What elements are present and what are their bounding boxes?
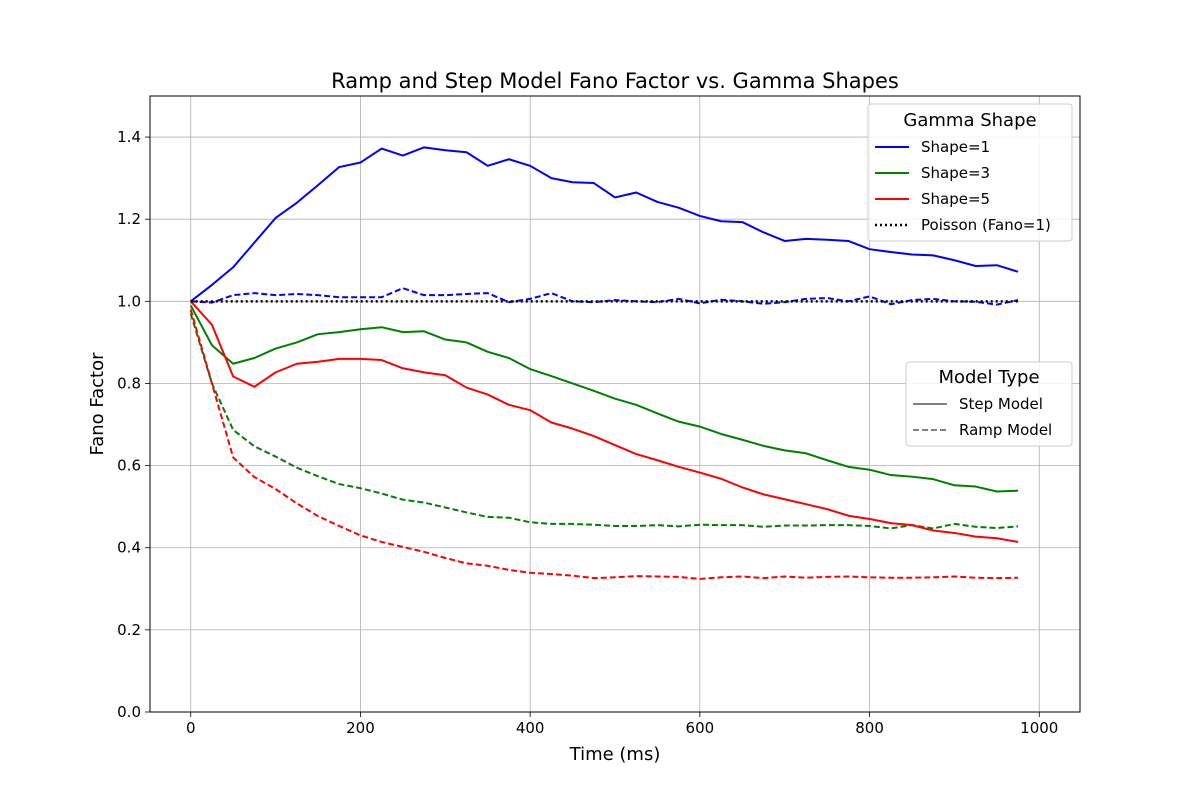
legend-label-shape-1: Shape=1 xyxy=(921,138,990,156)
y-tick-label: 0.4 xyxy=(117,539,141,557)
y-tick-label: 0.2 xyxy=(117,621,141,639)
y-tick-label: 0.6 xyxy=(117,457,141,475)
legend-label-step-model: Step Model xyxy=(959,395,1043,413)
series-line-shape-5-step-model xyxy=(189,300,1019,543)
x-axis-label: Time (ms) xyxy=(569,744,661,765)
x-tick-label: 800 xyxy=(855,719,884,737)
y-tick-label: 0.8 xyxy=(117,374,141,392)
series-line-shape-1-ramp-model xyxy=(190,287,1019,306)
plot-lines xyxy=(189,146,1019,580)
chart-title: Ramp and Step Model Fano Factor vs. Gamm… xyxy=(331,69,899,93)
y-tick-label: 1.2 xyxy=(117,210,141,228)
y-tick-label: 0.0 xyxy=(117,703,141,721)
x-tick-label: 1000 xyxy=(1020,719,1058,737)
y-tick-label: 1.4 xyxy=(117,128,141,146)
x-tick-label: 400 xyxy=(516,719,545,737)
axis-ticks: 0 200 400 600 800 1000 0.0 0.2 0.4 0.6 0.8 1.0 1.2 1.… xyxy=(117,128,1058,737)
legend-title: Model Type xyxy=(938,367,1039,388)
y-axis-label: Fano Factor xyxy=(87,352,108,456)
legend-model-type: Model Type Step Model Ramp Model xyxy=(905,361,1073,447)
legends: Gamma Shape Shape=1 Shape=3 Shape=5 Poisson … xyxy=(867,103,1073,447)
x-tick-label: 200 xyxy=(346,719,375,737)
legend-label-poisson-fano-1: Poisson (Fano=1) xyxy=(921,216,1051,234)
y-tick-label: 1.0 xyxy=(117,292,141,310)
legend-box xyxy=(905,361,1073,447)
legend-gamma-shape: Gamma Shape Shape=1 Shape=3 Shape=5 Poisson … xyxy=(867,103,1073,242)
series-line-shape-3-step-model xyxy=(189,304,1019,493)
legend-label-ramp-model: Ramp Model xyxy=(959,421,1052,439)
x-tick-label: 600 xyxy=(686,719,715,737)
series-line-shape-5-ramp-model xyxy=(189,309,1019,580)
plot-frame xyxy=(149,95,1081,713)
legend-box xyxy=(867,103,1073,242)
legend-title: Gamma Shape xyxy=(903,110,1036,131)
series-line-shape-1-step-model xyxy=(190,146,1019,303)
legend-label-shape-3: Shape=3 xyxy=(921,164,990,182)
legend-label-shape-5: Shape=5 xyxy=(921,190,990,208)
x-tick-label: 0 xyxy=(186,719,196,737)
series-line-shape-3-ramp-model xyxy=(189,313,1019,530)
